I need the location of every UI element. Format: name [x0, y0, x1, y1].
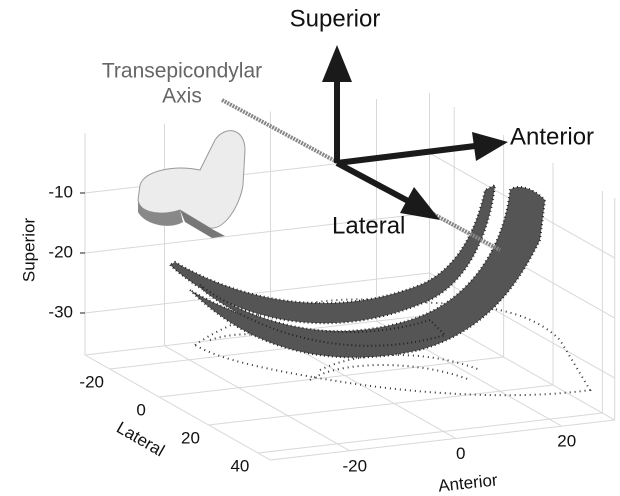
figure: Superior Anterior Lateral Transepicondyl… [0, 0, 620, 496]
z-tick-label: -20 [48, 242, 73, 261]
z-tick-label: -10 [48, 182, 73, 201]
z-tick-label: -30 [48, 302, 73, 321]
annotation: Anterior [510, 123, 594, 150]
direction-arrows [322, 45, 508, 220]
annotation: Superior [290, 5, 381, 32]
x-tick-label: 0 [136, 400, 145, 419]
annotation: Transepicondylar [102, 60, 262, 83]
annotation: Lateral [332, 212, 405, 239]
y-tick-label: 20 [557, 432, 576, 451]
x-tick-label: -20 [79, 372, 104, 391]
femur-icon [138, 131, 245, 238]
grid-line [258, 413, 603, 453]
grid-line [159, 357, 504, 397]
y-axis-label: Anterior [437, 470, 499, 495]
grid-line [209, 385, 554, 425]
y-tick-label: 0 [456, 444, 465, 463]
z-axis-label: Superior [19, 218, 38, 283]
y-tick-label: -20 [342, 456, 367, 475]
x-axis-label: Lateral [113, 418, 168, 460]
x-tick-label: 40 [230, 456, 249, 475]
annotation: Axis [162, 85, 202, 108]
x-tick-label: 20 [181, 428, 200, 447]
box-edge [85, 355, 270, 460]
